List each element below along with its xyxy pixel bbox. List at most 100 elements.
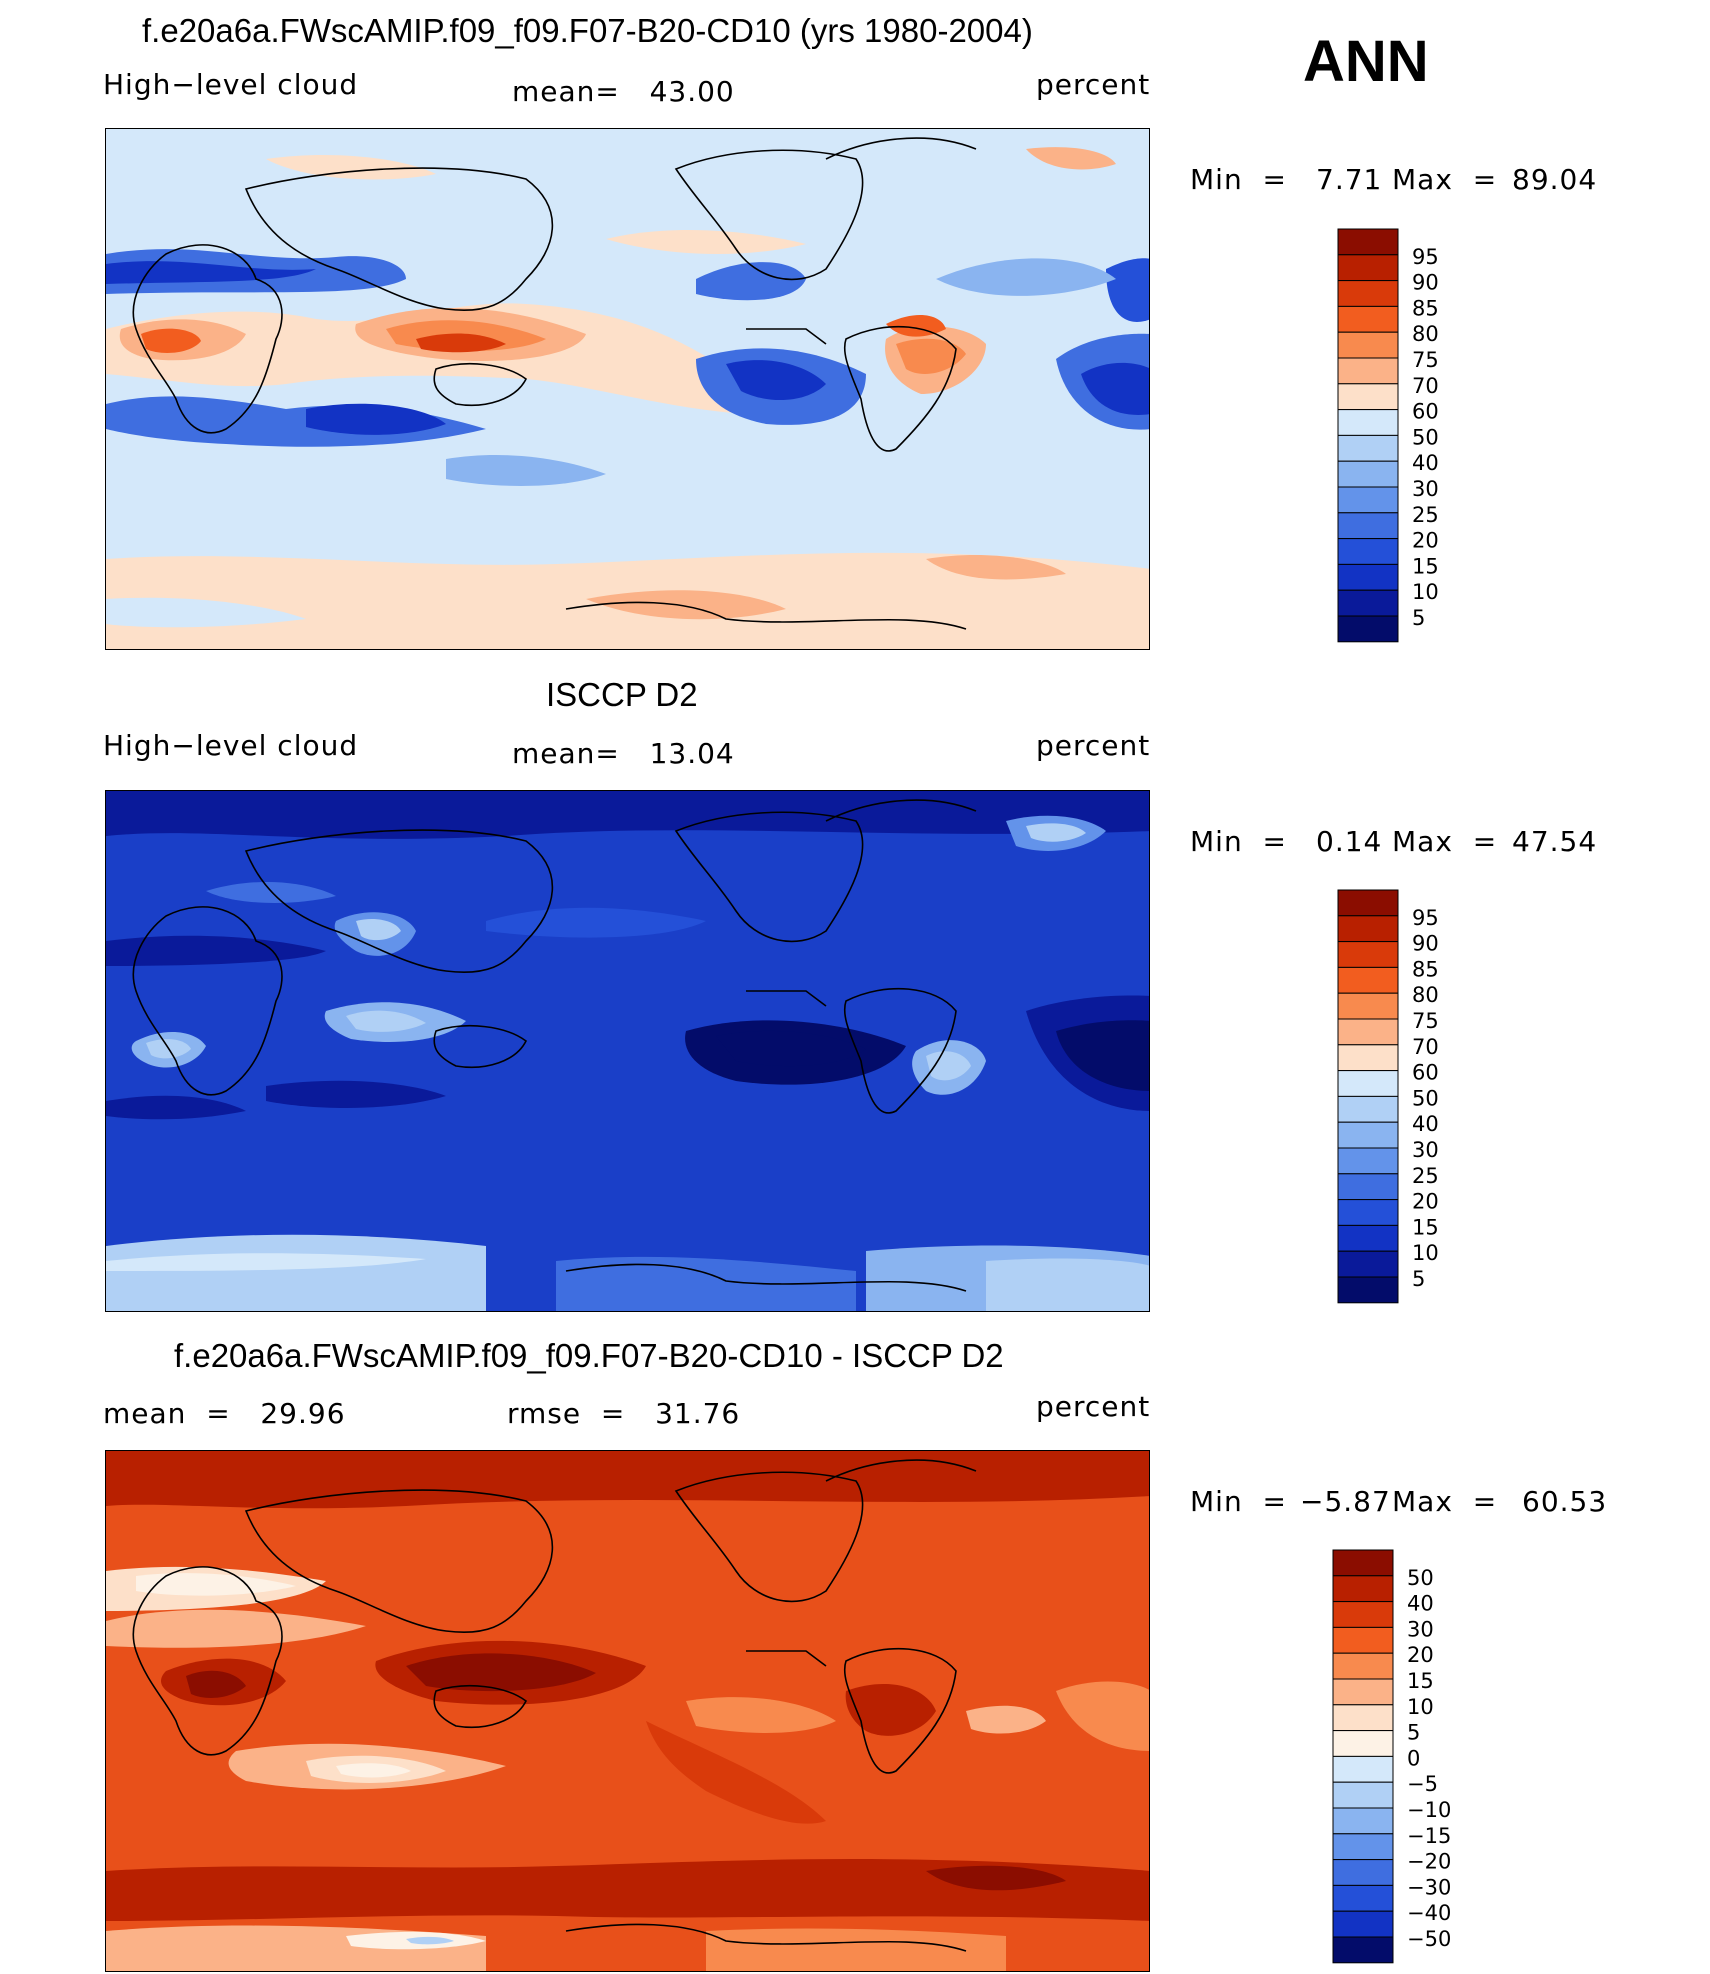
colorbar-tick-label: 40 (1407, 1592, 1434, 1616)
colorbar-swatch (1337, 915, 1399, 943)
panel2-max-value: 47.54 (1512, 825, 1598, 858)
panel3-units: percent (1036, 1390, 1151, 1423)
colorbar-tick-label: 30 (1412, 477, 1439, 501)
panel1-min-label: Min = (1190, 163, 1287, 196)
colorbar-swatch (1337, 941, 1399, 968)
colorbar-tick-label: 60 (1412, 400, 1439, 424)
panel2-variable-label: High−level cloud (103, 729, 359, 762)
colorbar-swatch (1332, 1730, 1394, 1757)
colorbar-tick-label: 90 (1412, 271, 1439, 295)
panel1-colorbar: 95 90 85 80 75 70 60 50 40 30 25 20 15 10 5 (1337, 228, 1498, 644)
colorbar-tick-label: 15 (1412, 554, 1439, 578)
colorbar-tick-label: 85 (1412, 957, 1439, 981)
colorbar-swatch (1337, 615, 1399, 643)
panel3-max-label: Max = (1392, 1485, 1498, 1518)
colorbar-swatch (1337, 434, 1399, 462)
panel1-map-svg (106, 129, 1149, 649)
panel1-variable-label: High−level cloud (103, 68, 359, 101)
panel1-units: percent (1036, 68, 1151, 101)
panel3-max-value: 60.53 (1522, 1485, 1608, 1518)
colorbar-tick-label: 40 (1412, 451, 1439, 475)
colorbar-tick-label: 95 (1412, 245, 1439, 269)
colorbar-tick-label: 30 (1412, 1138, 1439, 1162)
colorbar-tick-label: 80 (1412, 322, 1439, 346)
colorbar-tick-label: 50 (1407, 1566, 1434, 1590)
colorbar-swatch (1337, 889, 1399, 917)
colorbar-swatch (1332, 1936, 1394, 1964)
panel1-title: f.e20a6a.FWscAMIP.f09_f09.F07-B20-CD10 (… (142, 12, 1033, 49)
colorbar-tick-label: 40 (1412, 1112, 1439, 1136)
colorbar-tick-label: 0 (1407, 1746, 1420, 1770)
colorbar-swatch (1337, 589, 1399, 617)
panel3-min-value: −5.87 (1300, 1485, 1391, 1518)
colorbar-tick-label: 30 (1407, 1617, 1434, 1641)
colorbar-tick-label: −10 (1407, 1798, 1451, 1822)
colorbar-swatch (1332, 1859, 1394, 1886)
panel2-units: percent (1036, 729, 1151, 762)
colorbar-tick-label: 25 (1412, 503, 1439, 527)
colorbar-swatch (1332, 1601, 1394, 1628)
colorbar-swatch (1332, 1704, 1394, 1732)
colorbar-swatch (1337, 1095, 1399, 1123)
colorbar-tick-label: 70 (1412, 1035, 1439, 1059)
panel1-map (105, 128, 1150, 650)
colorbar-swatch (1337, 1276, 1399, 1304)
colorbar-tick-label: 50 (1412, 1086, 1439, 1110)
panel2-max-label: Max = (1392, 825, 1498, 858)
colorbar-tick-label: −30 (1407, 1875, 1451, 1899)
colorbar-swatch (1332, 1833, 1394, 1861)
colorbar-swatch (1337, 1044, 1399, 1072)
colorbar-tick-label: 20 (1412, 529, 1439, 553)
colorbar-swatch (1337, 1224, 1399, 1252)
colorbar-tick-label: 90 (1412, 932, 1439, 956)
colorbar-tick-label: 20 (1407, 1643, 1434, 1667)
colorbar-swatch (1337, 331, 1399, 359)
colorbar-swatch (1337, 460, 1399, 488)
colorbar-swatch (1332, 1652, 1394, 1680)
colorbar-tick-label: 5 (1412, 606, 1425, 630)
colorbar-tick-label: 5 (1412, 1267, 1425, 1291)
colorbar-swatch (1337, 1199, 1399, 1226)
colorbar-tick-label: 25 (1412, 1164, 1439, 1188)
panel1-min-value: 7.71 (1316, 163, 1383, 196)
colorbar-tick-label: 95 (1412, 906, 1439, 930)
colorbar-tick-label: 10 (1412, 580, 1439, 604)
panel2-mean: mean= 13.04 (512, 737, 735, 770)
panel2-map-svg (106, 791, 1149, 1311)
colorbar-tick-label: 80 (1412, 983, 1439, 1007)
colorbar-tick-label: −50 (1407, 1927, 1451, 1951)
colorbar-tick-label: 70 (1412, 374, 1439, 398)
colorbar-tick-label: 85 (1412, 296, 1439, 320)
panel2-title: ISCCP D2 (546, 676, 698, 713)
colorbar-swatch (1337, 280, 1399, 307)
colorbar-swatch (1332, 1807, 1394, 1835)
colorbar-swatch (1337, 409, 1399, 436)
colorbar-tick-label: −5 (1407, 1772, 1438, 1796)
colorbar-swatch (1332, 1781, 1394, 1809)
colorbar-swatch (1332, 1678, 1394, 1706)
colorbar-tick-label: 15 (1412, 1215, 1439, 1239)
colorbar-swatch (1332, 1549, 1394, 1577)
colorbar-tick-label: 20 (1412, 1190, 1439, 1214)
panel3-colorbar: 50 40 30 20 15 10 5 0 −5 −10 −15 −20 −30 −40 −50 (1332, 1549, 1493, 1965)
colorbar-tick-label: −15 (1407, 1824, 1451, 1848)
colorbar-tick-label: 10 (1407, 1695, 1434, 1719)
colorbar-tick-label: 10 (1412, 1241, 1439, 1265)
colorbar-swatch (1337, 1250, 1399, 1278)
colorbar-swatch (1332, 1626, 1394, 1654)
colorbar-swatch (1337, 512, 1399, 540)
colorbar-swatch (1337, 228, 1399, 256)
panel3-map-svg (106, 1451, 1149, 1971)
panel3-title: f.e20a6a.FWscAMIP.f09_f09.F07-B20-CD10 -… (174, 1337, 1004, 1374)
colorbar-swatch (1332, 1755, 1394, 1783)
colorbar-swatch (1332, 1575, 1394, 1603)
panel1-mean: mean= 43.00 (512, 75, 735, 108)
panel3-map (105, 1450, 1150, 1972)
panel3-min-label: Min = (1190, 1485, 1287, 1518)
colorbar-tick-label: 15 (1407, 1669, 1434, 1693)
colorbar-swatch (1337, 486, 1399, 514)
colorbar-swatch (1332, 1884, 1394, 1912)
